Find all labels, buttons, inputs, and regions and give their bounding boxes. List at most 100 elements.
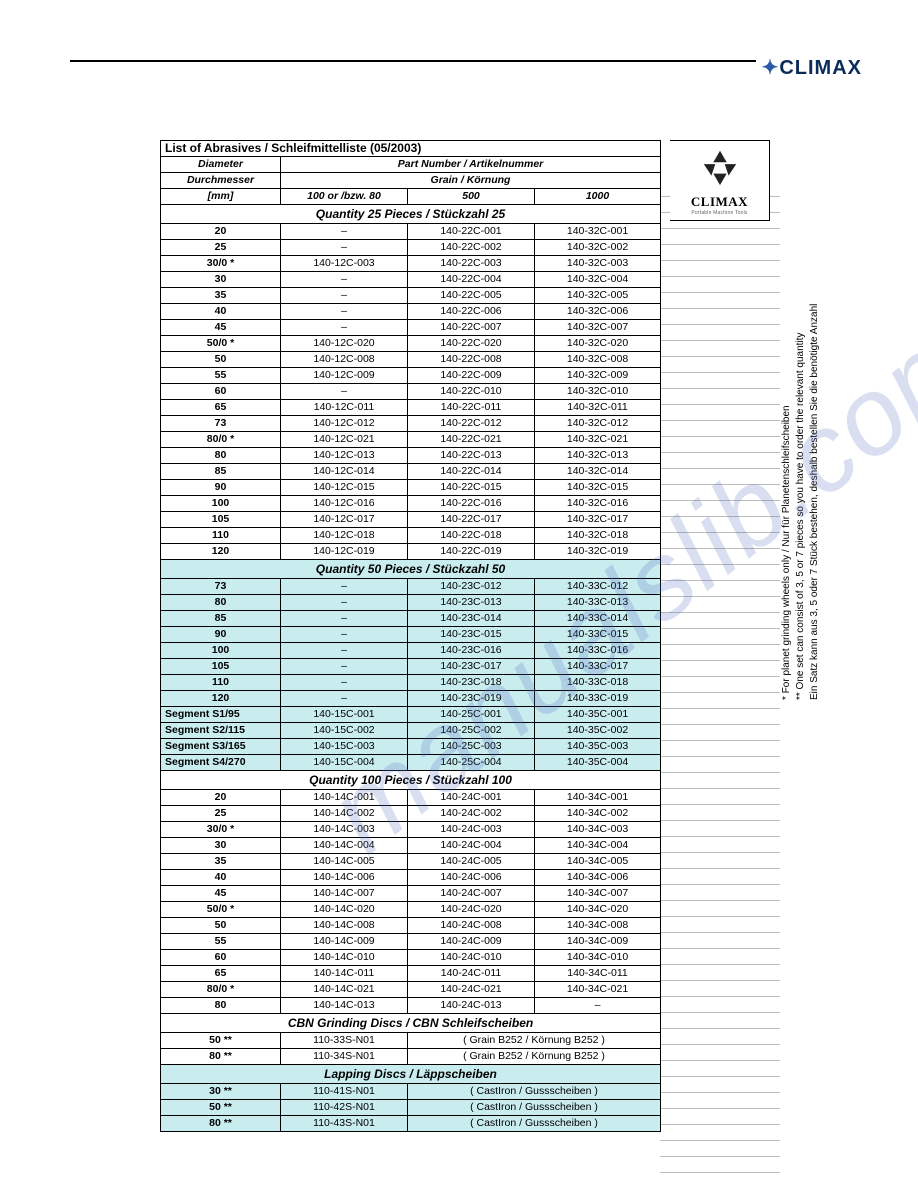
cell-diameter: Segment S3/165: [161, 739, 281, 755]
table-row: 50/0 *140-14C-020140-24C-020140-34C-020: [161, 902, 661, 918]
table-logo-text: CLIMAX: [672, 194, 767, 210]
cell-diameter: 80/0 *: [161, 982, 281, 998]
cell-c2: 140-25C-001: [408, 707, 535, 723]
cell-c2: 140-22C-003: [408, 256, 535, 272]
table-row: 25140-14C-002140-24C-002140-34C-002: [161, 806, 661, 822]
cell-c2: 140-22C-001: [408, 224, 535, 240]
cell-c2: 140-22C-006: [408, 304, 535, 320]
cell-c3: 140-32C-006: [535, 304, 661, 320]
brand-dots-icon: ✦: [762, 57, 780, 79]
header-diameter-en: Diameter: [161, 157, 281, 173]
cell-c3: 140-33C-012: [535, 579, 661, 595]
header-col2: 500: [408, 189, 535, 205]
table-row: 105–140-23C-017140-33C-017: [161, 659, 661, 675]
cell-c3: 140-33C-018: [535, 675, 661, 691]
cell-c3: 140-34C-011: [535, 966, 661, 982]
table-row: 73–140-23C-012140-33C-012: [161, 579, 661, 595]
cell-c2: 140-24C-021: [408, 982, 535, 998]
cell-c2: 140-22C-017: [408, 512, 535, 528]
cell-diameter: 120: [161, 544, 281, 560]
cell-c1: 140-14C-006: [281, 870, 408, 886]
header-rule: [70, 60, 868, 62]
cell-diameter: 80: [161, 998, 281, 1014]
page: ✦CLIMAX manualslib.com CLIMAX Portable M…: [0, 0, 918, 1188]
cell-c1: 140-14C-005: [281, 854, 408, 870]
cell-diameter: 73: [161, 579, 281, 595]
cell-c2: 140-22C-015: [408, 480, 535, 496]
cell-c1: 140-15C-004: [281, 755, 408, 771]
footnote-line: Ein Satz kann aus 3, 5 oder 7 Stück best…: [808, 250, 822, 700]
pinwheel-icon: [696, 147, 744, 187]
abrasives-table: List of Abrasives / Schleifmittelliste (…: [160, 140, 661, 1132]
table-row: 80140-12C-013140-22C-013140-32C-013: [161, 448, 661, 464]
cell-c2: 140-24C-008: [408, 918, 535, 934]
cell-c3: 140-32C-015: [535, 480, 661, 496]
cell-note: ( CastIron / Gussscheiben ): [408, 1100, 661, 1116]
cell-diameter: 60: [161, 384, 281, 400]
table-row: 80/0 *140-14C-021140-24C-021140-34C-021: [161, 982, 661, 998]
cell-diameter: 90: [161, 627, 281, 643]
cell-c2: 140-22C-002: [408, 240, 535, 256]
table-row: 50 **110-42S-N01( CastIron / Gussscheibe…: [161, 1100, 661, 1116]
cell-c3: 140-34C-007: [535, 886, 661, 902]
cell-c1: 110-41S-N01: [281, 1084, 408, 1100]
table-row: 90140-12C-015140-22C-015140-32C-015: [161, 480, 661, 496]
cell-diameter: 30 **: [161, 1084, 281, 1100]
cell-c2: 140-24C-006: [408, 870, 535, 886]
cell-diameter: Segment S2/115: [161, 723, 281, 739]
table-logo: CLIMAX Portable Machine Tools: [670, 140, 770, 221]
cell-c1: 140-14C-010: [281, 950, 408, 966]
cell-c1: 140-14C-011: [281, 966, 408, 982]
cell-diameter: 73: [161, 416, 281, 432]
table-row: 65140-12C-011140-22C-011140-32C-011: [161, 400, 661, 416]
cell-c1: –: [281, 272, 408, 288]
cell-c1: –: [281, 304, 408, 320]
cell-c1: 140-12C-020: [281, 336, 408, 352]
cell-c1: 140-14C-002: [281, 806, 408, 822]
header-diameter-de: Durchmesser: [161, 173, 281, 189]
cell-diameter: 20: [161, 790, 281, 806]
cell-diameter: 100: [161, 643, 281, 659]
table-row: 25–140-22C-002140-32C-002: [161, 240, 661, 256]
cell-diameter: 65: [161, 966, 281, 982]
cell-c1: 140-12C-015: [281, 480, 408, 496]
table-row: 50140-12C-008140-22C-008140-32C-008: [161, 352, 661, 368]
abrasives-table-wrap: List of Abrasives / Schleifmittelliste (…: [160, 140, 660, 1132]
cell-c2: 140-24C-020: [408, 902, 535, 918]
footnotes: * For planet grinding wheels only / Nur …: [780, 250, 822, 700]
cell-c3: 140-33C-013: [535, 595, 661, 611]
cell-c3: 140-35C-002: [535, 723, 661, 739]
cell-diameter: 80 **: [161, 1116, 281, 1132]
cell-c1: –: [281, 288, 408, 304]
cell-c1: 140-14C-009: [281, 934, 408, 950]
cell-diameter: 25: [161, 240, 281, 256]
cell-diameter: 25: [161, 806, 281, 822]
cell-c1: –: [281, 611, 408, 627]
brand-logo: ✦CLIMAX: [756, 55, 868, 80]
cell-c2: 140-22C-013: [408, 448, 535, 464]
cell-diameter: 100: [161, 496, 281, 512]
section-head: Quantity 100 Pieces / Stückzahl 100: [161, 771, 661, 790]
cell-c1: 140-14C-001: [281, 790, 408, 806]
cell-note: ( Grain B252 / Körnung B252 ): [408, 1033, 661, 1049]
cell-c1: 140-15C-002: [281, 723, 408, 739]
cell-c2: 140-23C-014: [408, 611, 535, 627]
cell-c1: 140-14C-003: [281, 822, 408, 838]
table-row: 100140-12C-016140-22C-016140-32C-016: [161, 496, 661, 512]
table-logo-sub: Portable Machine Tools: [672, 210, 767, 216]
cell-c1: 140-12C-008: [281, 352, 408, 368]
cell-c2: 140-24C-010: [408, 950, 535, 966]
cell-c2: 140-22C-009: [408, 368, 535, 384]
cell-c1: –: [281, 659, 408, 675]
table-row: 120140-12C-019140-22C-019140-32C-019: [161, 544, 661, 560]
cell-diameter: 110: [161, 675, 281, 691]
table-row: 20140-14C-001140-24C-001140-34C-001: [161, 790, 661, 806]
cell-c3: 140-32C-008: [535, 352, 661, 368]
cell-diameter: 50: [161, 918, 281, 934]
cell-c1: 140-12C-009: [281, 368, 408, 384]
cell-c3: 140-32C-014: [535, 464, 661, 480]
cell-diameter: 90: [161, 480, 281, 496]
cell-diameter: 50 **: [161, 1100, 281, 1116]
cell-c2: 140-22C-012: [408, 416, 535, 432]
cell-c1: 140-14C-021: [281, 982, 408, 998]
